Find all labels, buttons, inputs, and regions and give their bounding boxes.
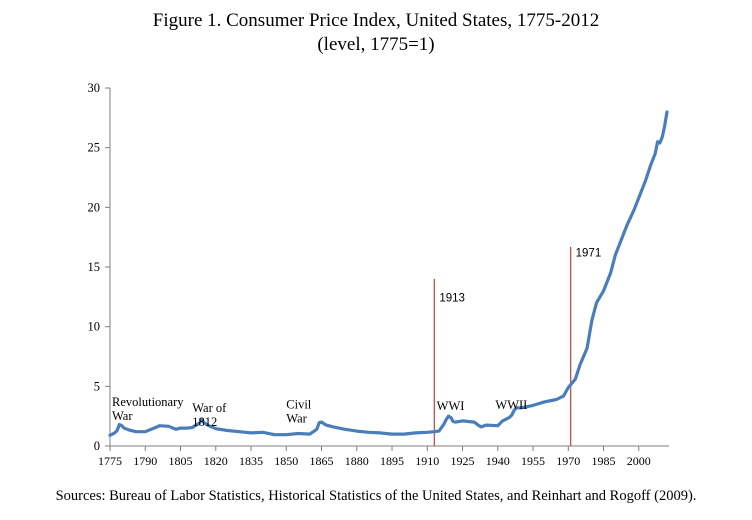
annotation-label: 1812	[192, 415, 217, 429]
x-tick-label: 1820	[204, 454, 228, 468]
x-tick-label: 1910	[415, 454, 439, 468]
x-tick-label: 1880	[345, 454, 369, 468]
marker-label-1913: 1913	[439, 293, 465, 305]
marker-label-1971: 1971	[576, 247, 602, 259]
x-tick-label: 1955	[521, 454, 545, 468]
x-tick-label: 1835	[239, 454, 263, 468]
annotation-label: War	[286, 412, 307, 426]
annotation-label: WWI	[437, 399, 465, 413]
y-tick-label: 20	[88, 200, 101, 214]
chart-title: Figure 1. Consumer Price Index, United S…	[152, 10, 600, 31]
chart-source-note: Sources: Bureau of Labor Statistics, His…	[55, 488, 697, 504]
x-tick-label: 1985	[592, 454, 616, 468]
x-tick-label: 1925	[451, 454, 475, 468]
x-tick-label: 1865	[310, 454, 334, 468]
annotation-label: WWII	[495, 398, 527, 412]
y-tick-label: 0	[94, 439, 100, 453]
x-tick-label: 1775	[98, 454, 122, 468]
x-tick-label: 2000	[627, 454, 651, 468]
x-tick-label: 1790	[133, 454, 157, 468]
y-tick-label: 15	[88, 260, 101, 274]
y-tick-label: 25	[88, 141, 101, 155]
y-tick-label: 5	[94, 379, 100, 393]
annotation-label: War of	[192, 401, 227, 415]
y-tick-label: 10	[88, 320, 101, 334]
x-tick-label: 1805	[169, 454, 193, 468]
x-tick-label: 1895	[380, 454, 404, 468]
cpi-line-chart: 0 5 10 15 20 25 30 1775 1790 1805 1820 1835 1850 1865…	[88, 81, 669, 468]
chart-subtitle: (level, 1775=1)	[317, 34, 435, 55]
x-tick-label: 1940	[486, 454, 510, 468]
cpi-series-line	[108, 110, 669, 437]
annotation-label: Civil	[286, 398, 312, 412]
annotation-label: War	[112, 409, 133, 423]
x-tick-label: 1850	[274, 454, 298, 468]
x-tick-label: 1970	[556, 454, 580, 468]
y-tick-label: 30	[88, 81, 101, 95]
annotation-label: Revolutionary	[112, 395, 184, 409]
